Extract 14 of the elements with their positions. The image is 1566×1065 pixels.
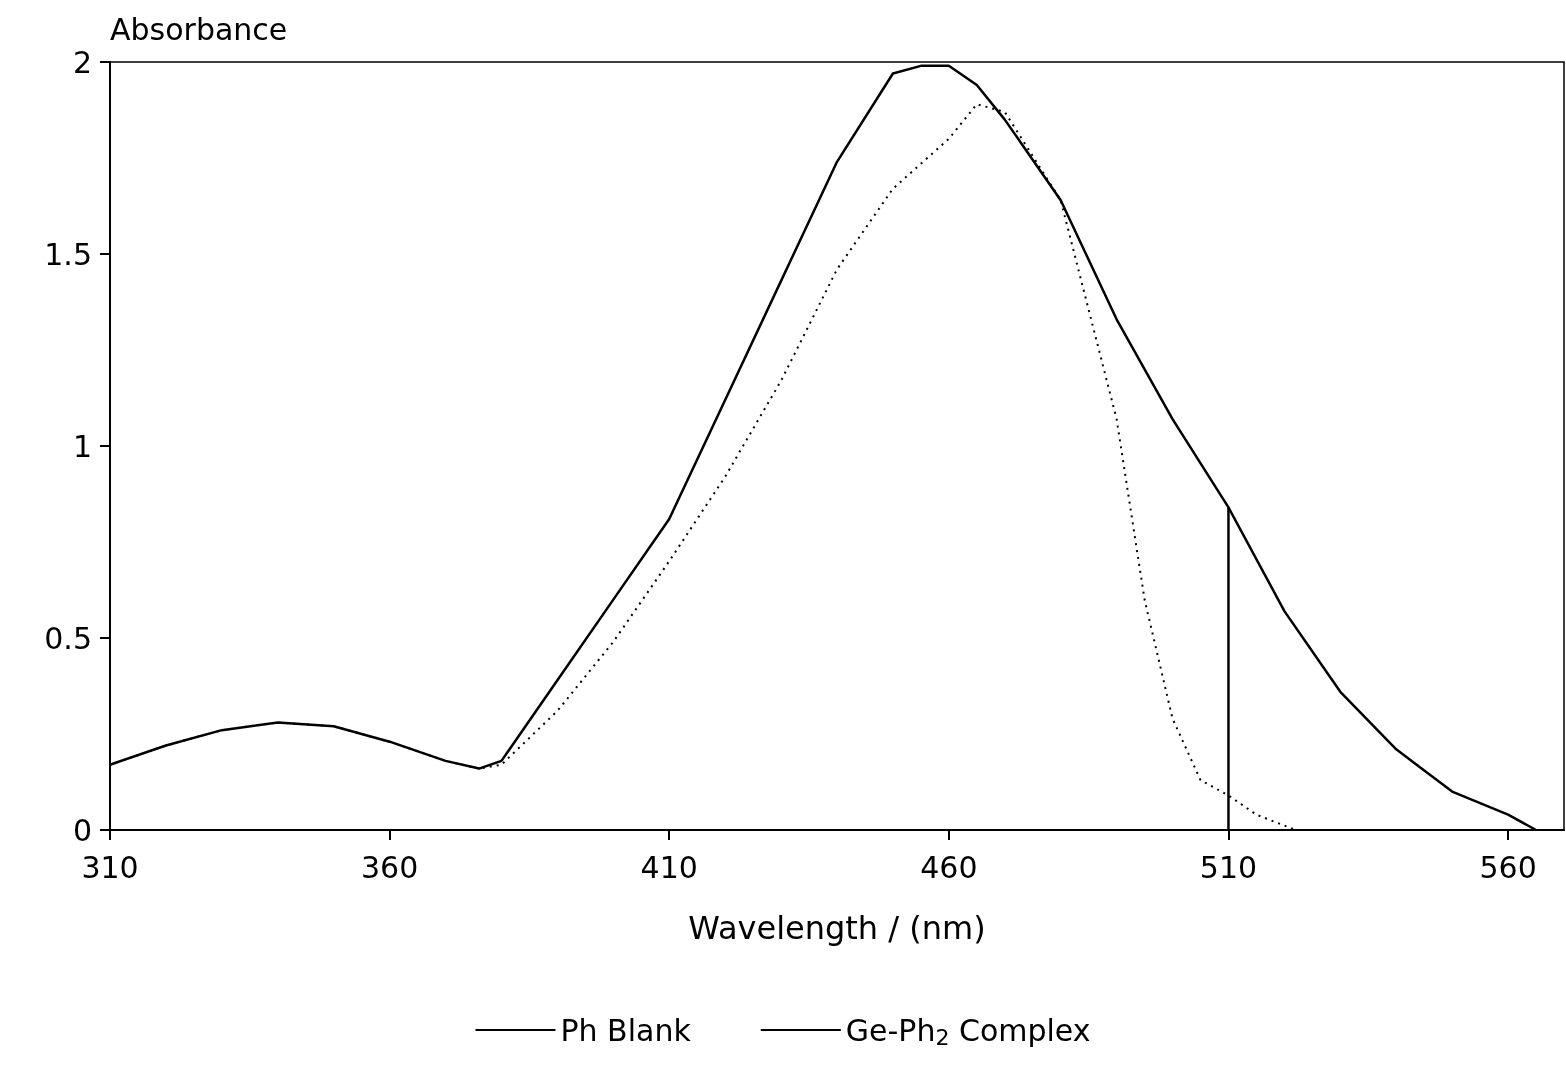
x-tick-label: 310 [81, 849, 139, 885]
y-tick-label: 1.5 [44, 236, 92, 272]
y-tick-label: 1 [72, 428, 92, 464]
x-tick-label: 460 [920, 849, 978, 885]
y-tick-label: 0.5 [44, 620, 92, 656]
legend-label: Ph Blank [560, 1012, 692, 1048]
x-tick-label: 360 [360, 849, 419, 885]
x-axis-title: Wavelength / (nm) [688, 909, 986, 947]
y-tick-label: 0 [72, 812, 92, 848]
x-tick-label: 510 [1199, 849, 1258, 885]
y-axis-title: Absorbance [110, 11, 288, 47]
y-tick-label: 2 [72, 44, 92, 80]
x-tick-label: 560 [1479, 849, 1537, 885]
x-tick-label: 410 [640, 849, 698, 885]
